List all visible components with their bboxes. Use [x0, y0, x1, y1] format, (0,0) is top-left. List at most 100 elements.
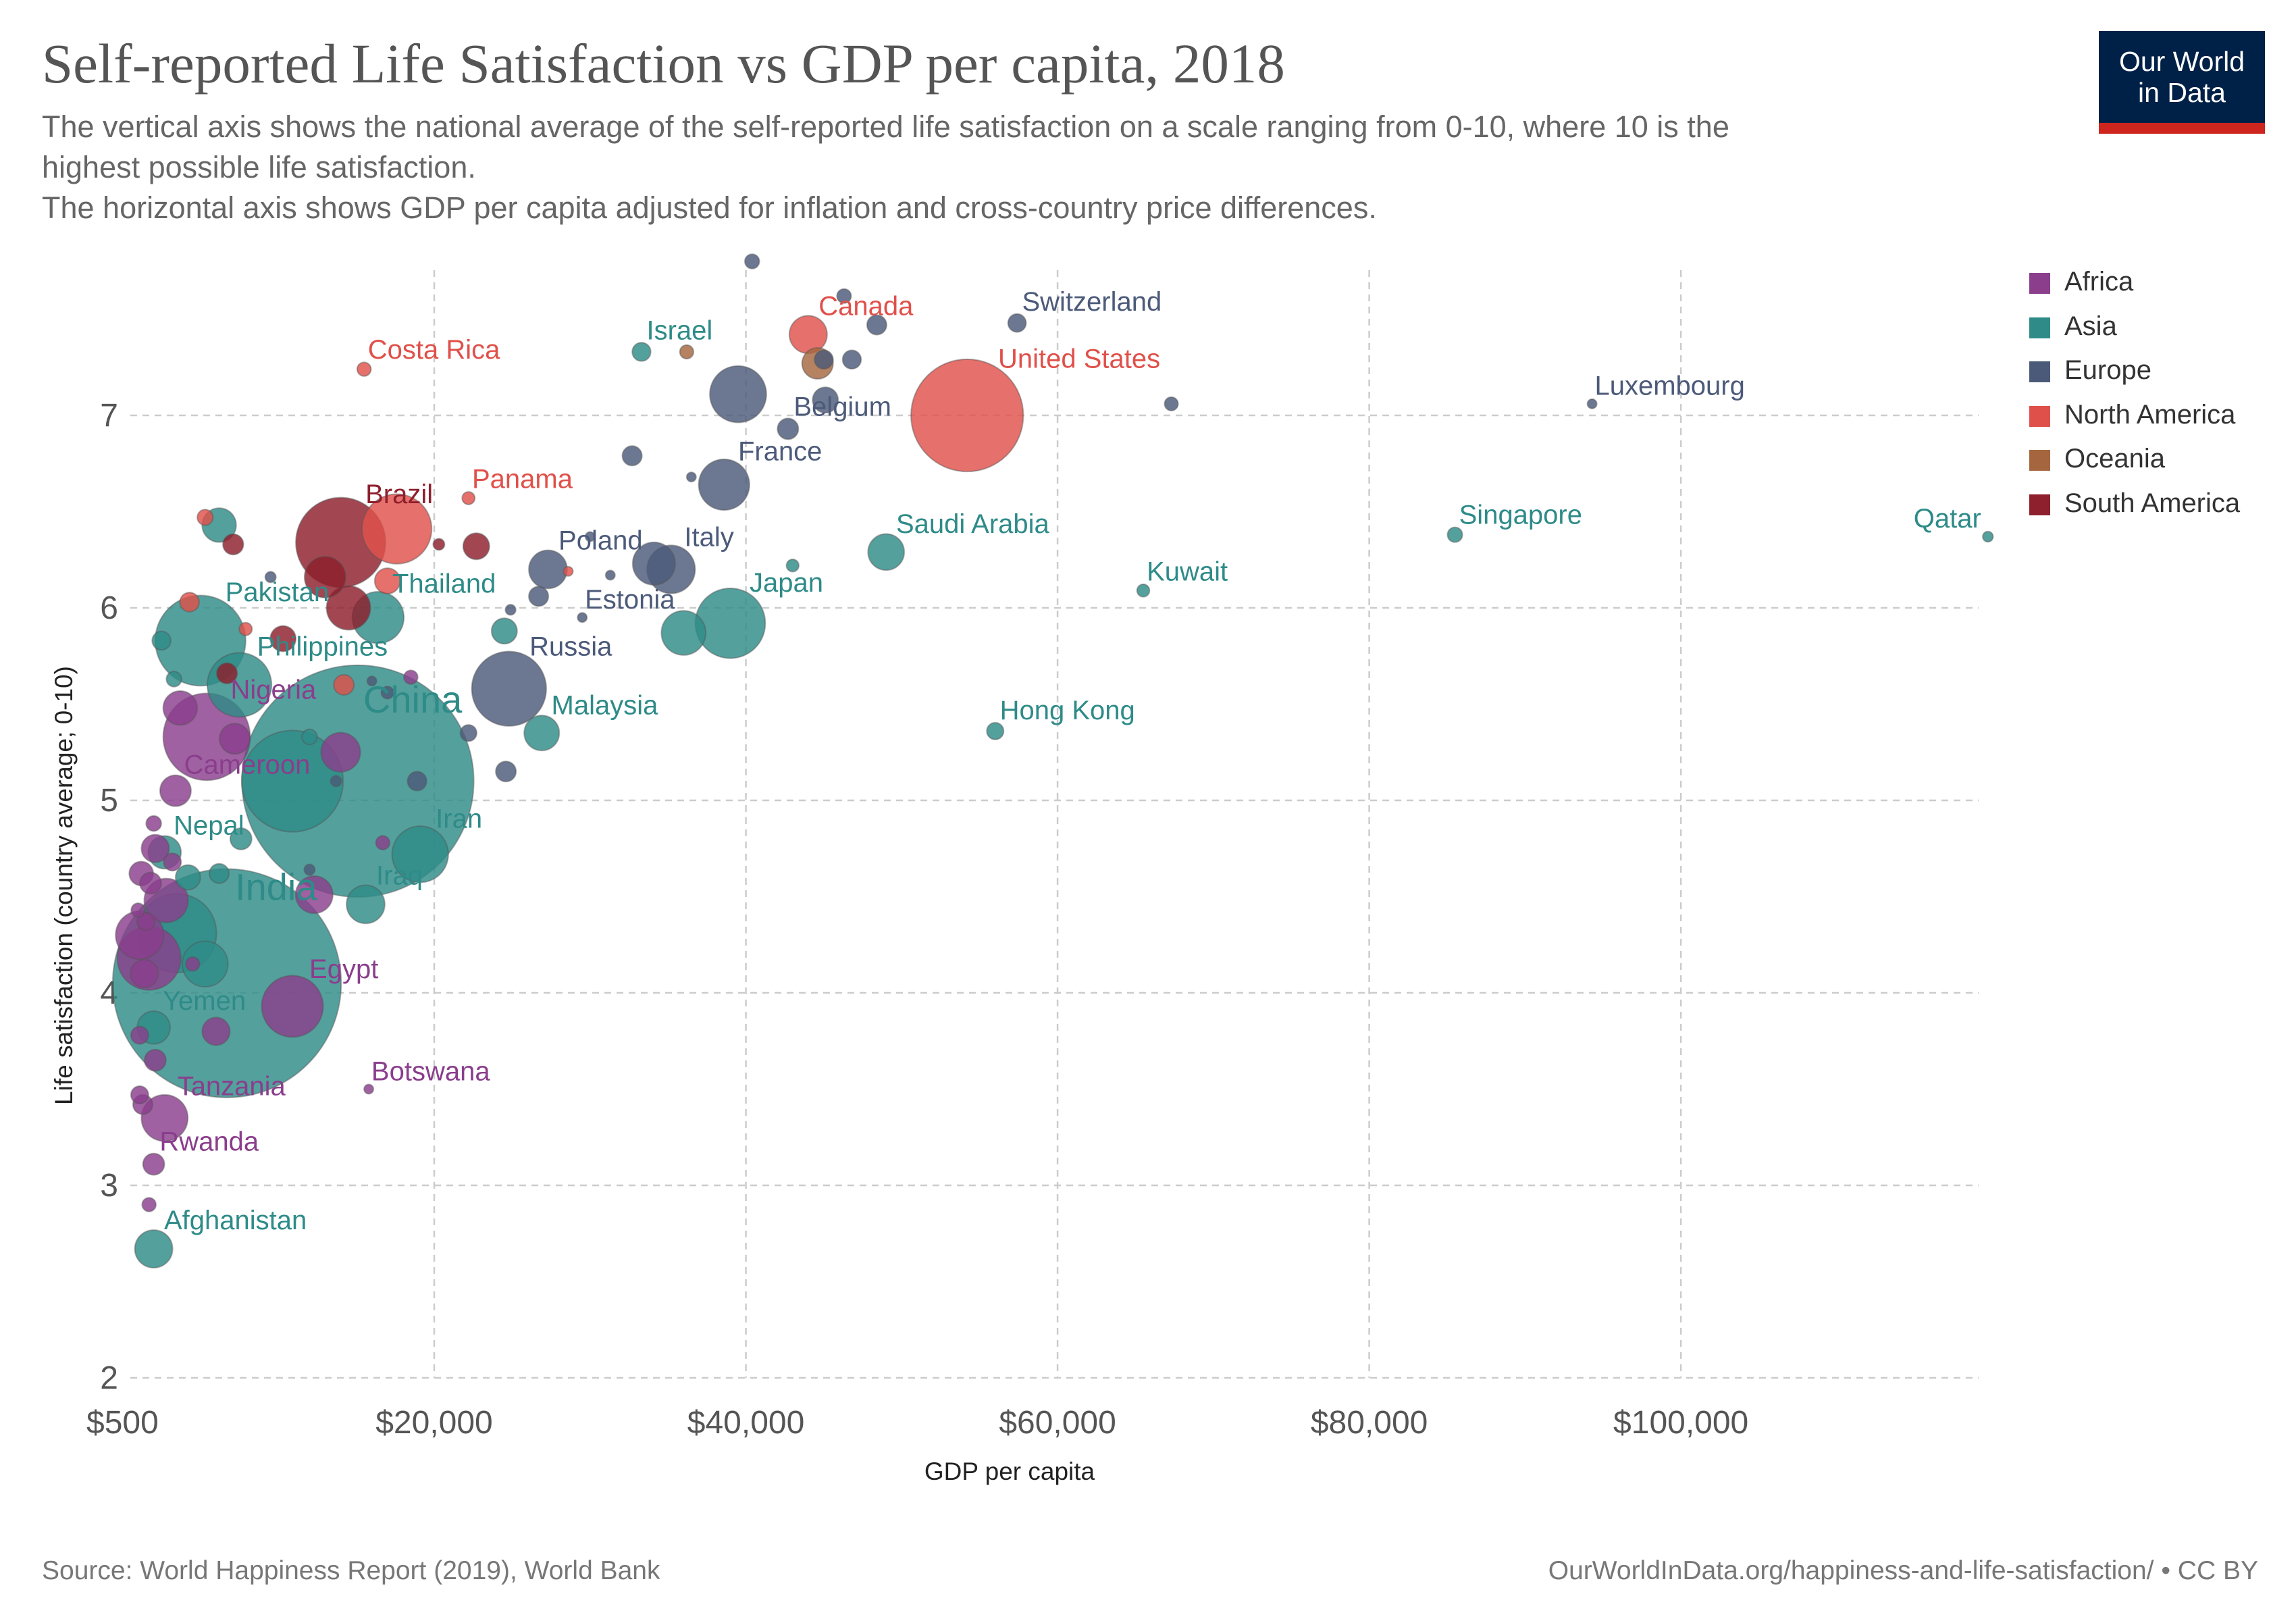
x-axis-label: GDP per capita [924, 1458, 1095, 1485]
legend-label: Asia [2064, 311, 2117, 341]
data-point [356, 361, 372, 377]
chart-title: Self-reported Life Satisfaction vs GDP p… [42, 32, 1285, 95]
data-point [139, 871, 162, 895]
point-label: Panama [472, 464, 573, 494]
legend-label: North America [2064, 399, 2236, 430]
data-point [330, 775, 342, 788]
data-point [179, 592, 200, 613]
legend-swatch [2029, 317, 2050, 338]
point-label: Kuwait [1147, 557, 1228, 586]
data-point [528, 549, 568, 590]
data-point [631, 342, 652, 362]
data-point [130, 902, 146, 918]
legend-label: South America [2064, 488, 2241, 518]
legend-swatch [2029, 361, 2050, 382]
data-point [174, 864, 201, 891]
data-point [841, 349, 862, 370]
point-label: Japan [750, 568, 823, 598]
credit-link[interactable]: OurWorldInData.org/happiness-and-life-sa… [1548, 1556, 2258, 1585]
data-point [215, 662, 238, 685]
data-point [142, 1152, 165, 1176]
data-point [185, 956, 201, 972]
data-point [709, 365, 767, 423]
data-point [495, 761, 517, 783]
data-point [631, 541, 676, 586]
y-tick-label: 6 [100, 590, 118, 626]
point-label: Saudi Arabia [896, 509, 1050, 539]
point-label: Belgium [793, 392, 891, 421]
data-point [201, 1017, 231, 1046]
point-label: France [738, 436, 823, 466]
x-tick-label: $500 [86, 1405, 159, 1441]
x-tick-label: $40,000 [687, 1405, 805, 1441]
data-point [151, 630, 172, 651]
data-point [814, 349, 834, 370]
data-point [165, 671, 182, 688]
data-point [604, 569, 616, 581]
data-point [320, 731, 361, 773]
y-tick-label: 3 [100, 1168, 118, 1204]
source-note: Source: World Happiness Report (2019), W… [42, 1556, 660, 1585]
data-point [303, 555, 346, 598]
x-tick-label: $60,000 [999, 1405, 1116, 1441]
point-label: Thailand [392, 569, 496, 599]
data-point [1007, 313, 1027, 333]
x-tick-label: $80,000 [1311, 1405, 1428, 1441]
legend-swatch [2029, 273, 2050, 294]
point-label: China [363, 678, 463, 721]
data-point [269, 625, 297, 652]
data-point [240, 729, 344, 833]
point-label: Iran [436, 804, 482, 834]
data-point [1586, 398, 1598, 409]
data-point [301, 728, 318, 746]
data-point [461, 491, 476, 505]
legend-swatch [2029, 405, 2050, 427]
x-tick-label: $20,000 [375, 1405, 493, 1441]
legend-label: Africa [2064, 267, 2134, 297]
data-point [325, 585, 371, 631]
data-point [380, 686, 394, 700]
data-point [528, 586, 550, 607]
point-label: United States [998, 344, 1160, 374]
y-tick-label: 2 [100, 1360, 118, 1396]
point-label: Egypt [309, 954, 378, 984]
logo-text: Our World in Data [2099, 46, 2265, 108]
data-point [229, 827, 253, 850]
data-point [141, 1197, 157, 1212]
chart-subtitle: The vertical axis shows the national ave… [42, 107, 2000, 228]
point-label: Iraq [376, 861, 423, 891]
data-point [363, 1083, 375, 1095]
data-point [403, 669, 419, 685]
data-point [219, 723, 251, 755]
point-label: Malaysia [552, 691, 659, 721]
point-label: Costa Rica [368, 335, 500, 365]
data-point [163, 852, 182, 872]
subtitle-line: highest possible life satisfaction. [42, 150, 476, 184]
point-label: Poland [558, 526, 643, 556]
data-point [130, 1025, 149, 1045]
data-point [333, 674, 355, 696]
data-point [143, 1048, 167, 1072]
data-point [685, 471, 697, 483]
data-point [222, 533, 244, 556]
data-point [238, 621, 253, 636]
data-point [361, 493, 433, 565]
data-point [504, 604, 517, 616]
logo-line-2: in Data [2138, 77, 2226, 108]
data-point [563, 565, 574, 577]
data-point [140, 1093, 189, 1142]
data-point [375, 835, 391, 850]
data-point [130, 958, 159, 989]
owid-logo[interactable]: Our World in Data [2099, 31, 2265, 134]
y-axis-label: Life satisfaction (country average; 0-10… [50, 666, 78, 1105]
point-label: Rwanda [159, 1127, 259, 1157]
data-point [910, 358, 1024, 473]
data-point [366, 675, 377, 687]
data-point [621, 445, 643, 467]
data-point [866, 314, 887, 336]
data-point [407, 771, 427, 792]
legend-label: Oceania [2064, 444, 2165, 473]
data-point [1136, 584, 1151, 598]
data-point [584, 531, 596, 542]
